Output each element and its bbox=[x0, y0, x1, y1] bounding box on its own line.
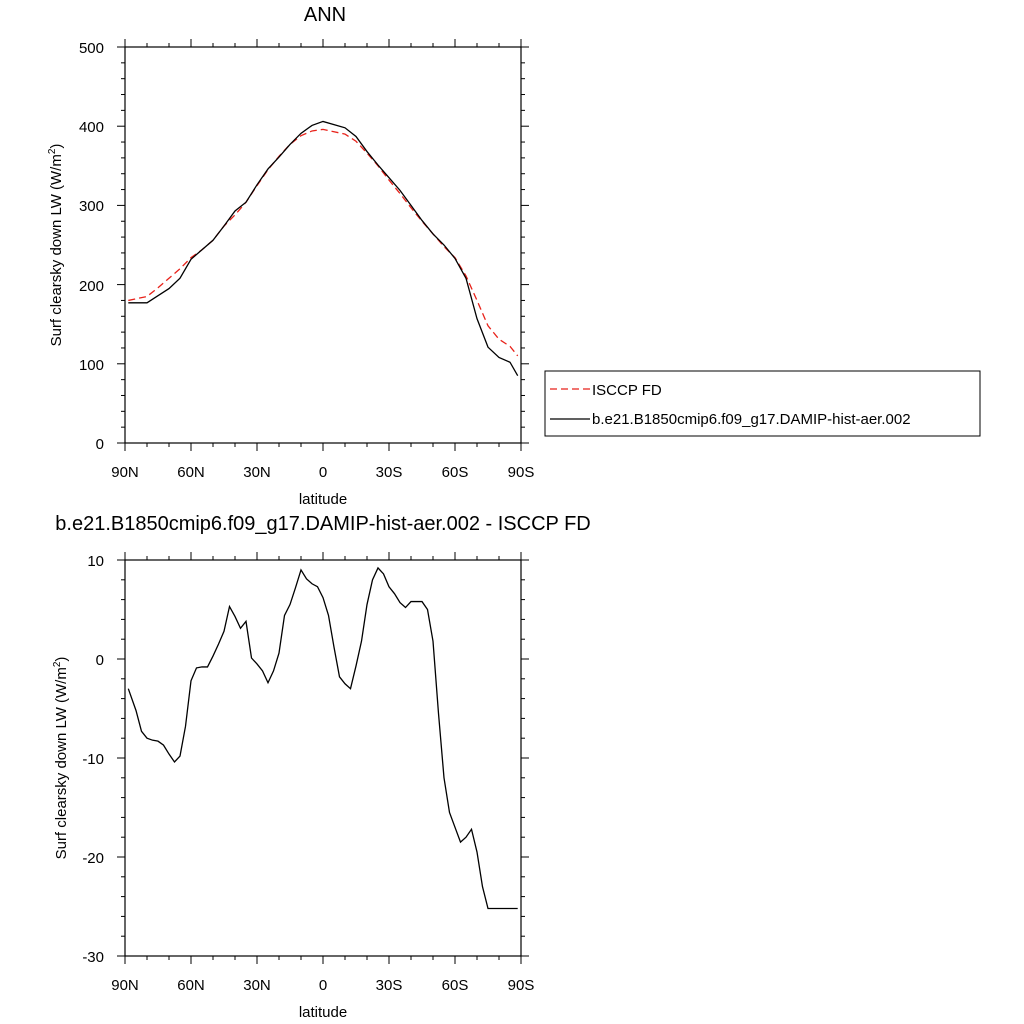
top-plot-frame bbox=[124, 46, 522, 444]
bottom-panel: b.e21.B1850cmip6.f09_g17.DAMIP-hist-aer.… bbox=[52, 513, 591, 1021]
bottom-x-tick-label: 60S bbox=[442, 977, 469, 994]
top-y-tick-label: 500 bbox=[79, 40, 104, 57]
top-y-tick-label: 200 bbox=[79, 278, 104, 295]
top-y-axis-label-main: Surf clearsky down LW (W/m bbox=[48, 154, 65, 346]
top-x-tick-label: 0 bbox=[319, 464, 327, 481]
bottom-y-axis-label: Surf clearsky down LW (W/m2) bbox=[52, 657, 70, 860]
top-y-axis-label: Surf clearsky down LW (W/m2) bbox=[47, 144, 65, 347]
top-y-tick-label: 300 bbox=[79, 198, 104, 215]
top-y-axis-label-end: ) bbox=[48, 144, 65, 149]
legend-label-model: b.e21.B1850cmip6.f09_g17.DAMIP-hist-aer.… bbox=[592, 411, 911, 428]
bottom-x-tick-label: 90N bbox=[111, 977, 139, 994]
bottom-y-tick-label: -20 bbox=[82, 850, 104, 867]
top-y-tick-label: 0 bbox=[96, 436, 104, 453]
bottom-y-tick-label: -30 bbox=[82, 949, 104, 966]
top-x-tick-label: 30S bbox=[376, 464, 403, 481]
bottom-x-tick-label: 60N bbox=[177, 977, 205, 994]
top-y-axis-label-sup: 2 bbox=[47, 148, 58, 154]
legend-box bbox=[544, 370, 981, 437]
series-line-difference bbox=[127, 566, 518, 910]
bottom-y-axis-label-sup: 2 bbox=[52, 661, 63, 667]
bottom-y-tick-label: 10 bbox=[87, 553, 104, 570]
bottom-y-tick-label: -10 bbox=[82, 751, 104, 768]
top-plot-title: ANN bbox=[304, 4, 346, 26]
top-x-axis-label: latitude bbox=[299, 491, 347, 508]
legend: ISCCP FD b.e21.B1850cmip6.f09_g17.DAMIP-… bbox=[544, 370, 981, 437]
bottom-y-axis-label-end: ) bbox=[53, 657, 70, 662]
bottom-x-axis-label: latitude bbox=[299, 1004, 347, 1021]
bottom-y-ticks bbox=[117, 559, 529, 957]
top-x-tick-label: 30N bbox=[243, 464, 271, 481]
bottom-x-tick-label: 30S bbox=[376, 977, 403, 994]
bottom-x-tick-label: 0 bbox=[319, 977, 327, 994]
bottom-x-ticks bbox=[124, 552, 522, 964]
top-panel: ANN 500 400 300 200 100 0 90N 60N 30N 0 … bbox=[47, 4, 534, 508]
top-y-tick-label: 100 bbox=[79, 357, 104, 374]
bottom-x-tick-label: 90S bbox=[508, 977, 535, 994]
top-x-tick-label: 60S bbox=[442, 464, 469, 481]
top-x-tick-label: 90S bbox=[508, 464, 535, 481]
bottom-x-tick-label: 30N bbox=[243, 977, 271, 994]
bottom-plot-frame bbox=[124, 559, 522, 957]
top-x-ticks bbox=[124, 39, 522, 451]
top-x-tick-label: 90N bbox=[111, 464, 139, 481]
series-line-model bbox=[128, 120, 519, 377]
bottom-plot-title: b.e21.B1850cmip6.f09_g17.DAMIP-hist-aer.… bbox=[55, 513, 590, 535]
series-line-isccp-fd bbox=[128, 128, 519, 357]
top-y-tick-label: 400 bbox=[79, 119, 104, 136]
bottom-y-tick-label: 0 bbox=[96, 652, 104, 669]
legend-label-isccp-fd: ISCCP FD bbox=[592, 382, 662, 399]
top-x-tick-label: 60N bbox=[177, 464, 205, 481]
bottom-y-axis-label-main: Surf clearsky down LW (W/m bbox=[53, 667, 70, 859]
top-y-ticks bbox=[117, 46, 529, 444]
